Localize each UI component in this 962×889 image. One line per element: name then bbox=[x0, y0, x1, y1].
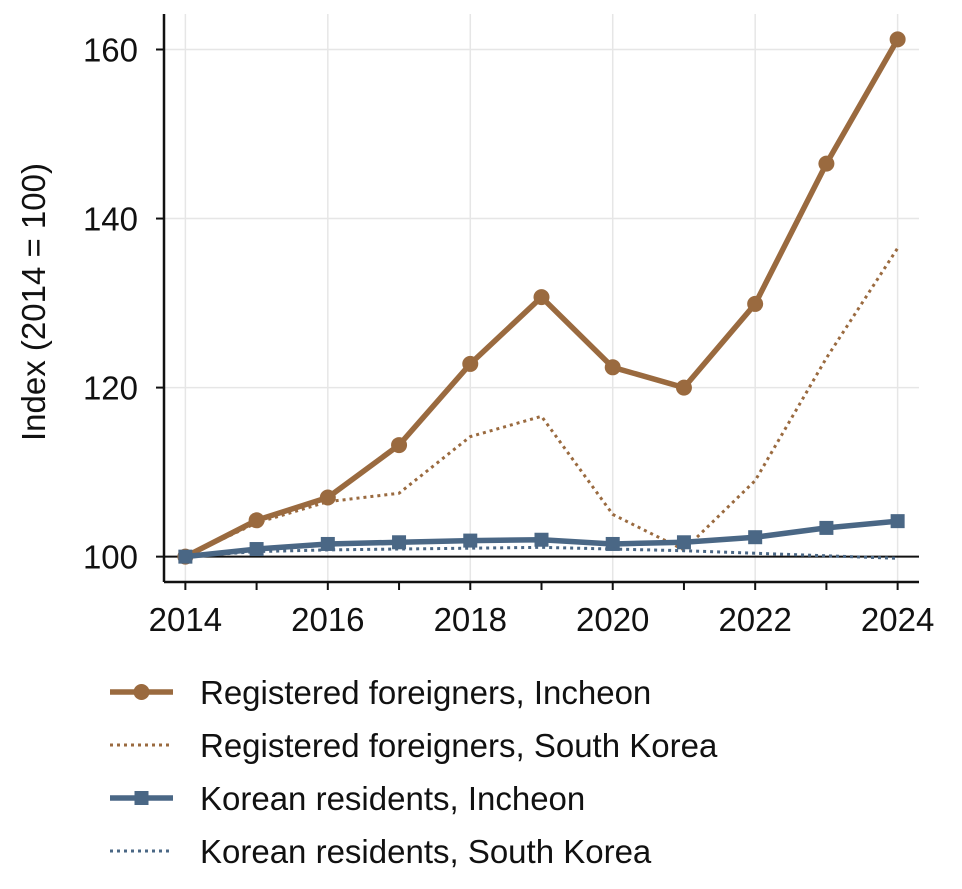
legend-item-3: Korean residents, Incheon bbox=[110, 780, 585, 817]
data-point-3-2014 bbox=[178, 549, 193, 564]
data-point-3-2015 bbox=[249, 542, 264, 557]
data-point-1-2015 bbox=[248, 512, 265, 529]
legend-item-2: Registered foreigners, South Korea bbox=[110, 727, 718, 764]
data-point-3-2020 bbox=[605, 536, 620, 551]
x-tick-label-2014: 2014 bbox=[149, 601, 222, 638]
data-point-1-2022 bbox=[747, 295, 764, 312]
data-point-3-2016 bbox=[320, 536, 335, 551]
tick-labels: 2014 2016 2018 2020 2022 2024 100 120 140 160 bbox=[83, 32, 934, 639]
data-point-3-2023 bbox=[819, 520, 834, 535]
legend-item-1: Registered foreigners, Incheon bbox=[110, 674, 651, 711]
y-axis-label: Index (2014 = 100) bbox=[15, 163, 52, 441]
data-point-3-2021 bbox=[676, 535, 691, 550]
x-tick-label-2024: 2024 bbox=[861, 601, 934, 638]
y-tick-label-100: 100 bbox=[83, 539, 138, 576]
series-line-2 bbox=[184, 247, 899, 558]
data-point-3-2022 bbox=[748, 530, 763, 545]
data-point-1-2018 bbox=[462, 355, 479, 372]
x-tick-label-2018: 2018 bbox=[434, 601, 507, 638]
data-point-1-2024 bbox=[889, 31, 906, 48]
data-point-1-2020 bbox=[604, 359, 621, 376]
data-point-3-2024 bbox=[890, 514, 905, 529]
x-tick-label-2020: 2020 bbox=[576, 601, 649, 638]
series-1 bbox=[177, 31, 906, 565]
legend-label-3: Korean residents, Incheon bbox=[200, 780, 585, 817]
x-tick-label-2022: 2022 bbox=[718, 601, 791, 638]
legend-label-2: Registered foreigners, South Korea bbox=[200, 727, 718, 764]
series-2 bbox=[184, 247, 899, 558]
data-point-3-2017 bbox=[392, 535, 407, 550]
y-tick-label-140: 140 bbox=[83, 201, 138, 238]
y-tick-label-160: 160 bbox=[83, 32, 138, 69]
data-point-1-2021 bbox=[675, 379, 692, 396]
x-tick-label-2016: 2016 bbox=[291, 601, 364, 638]
legend: Registered foreigners, Incheon Registered… bbox=[110, 674, 718, 870]
legend-item-4: Korean residents, South Korea bbox=[110, 833, 652, 870]
data-point-1-2023 bbox=[818, 155, 835, 172]
legend-marker-1 bbox=[133, 684, 150, 700]
data-point-3-2019 bbox=[534, 532, 549, 547]
series-layer bbox=[177, 31, 906, 565]
legend-marker-3 bbox=[134, 791, 149, 805]
legend-label-4: Korean residents, South Korea bbox=[200, 833, 652, 870]
series-3 bbox=[178, 514, 905, 564]
y-tick-label-120: 120 bbox=[83, 370, 138, 407]
data-point-1-2017 bbox=[391, 437, 408, 454]
legend-label-1: Registered foreigners, Incheon bbox=[200, 674, 651, 711]
axes bbox=[156, 14, 919, 590]
data-point-3-2018 bbox=[463, 533, 478, 548]
data-point-1-2019 bbox=[533, 289, 550, 306]
